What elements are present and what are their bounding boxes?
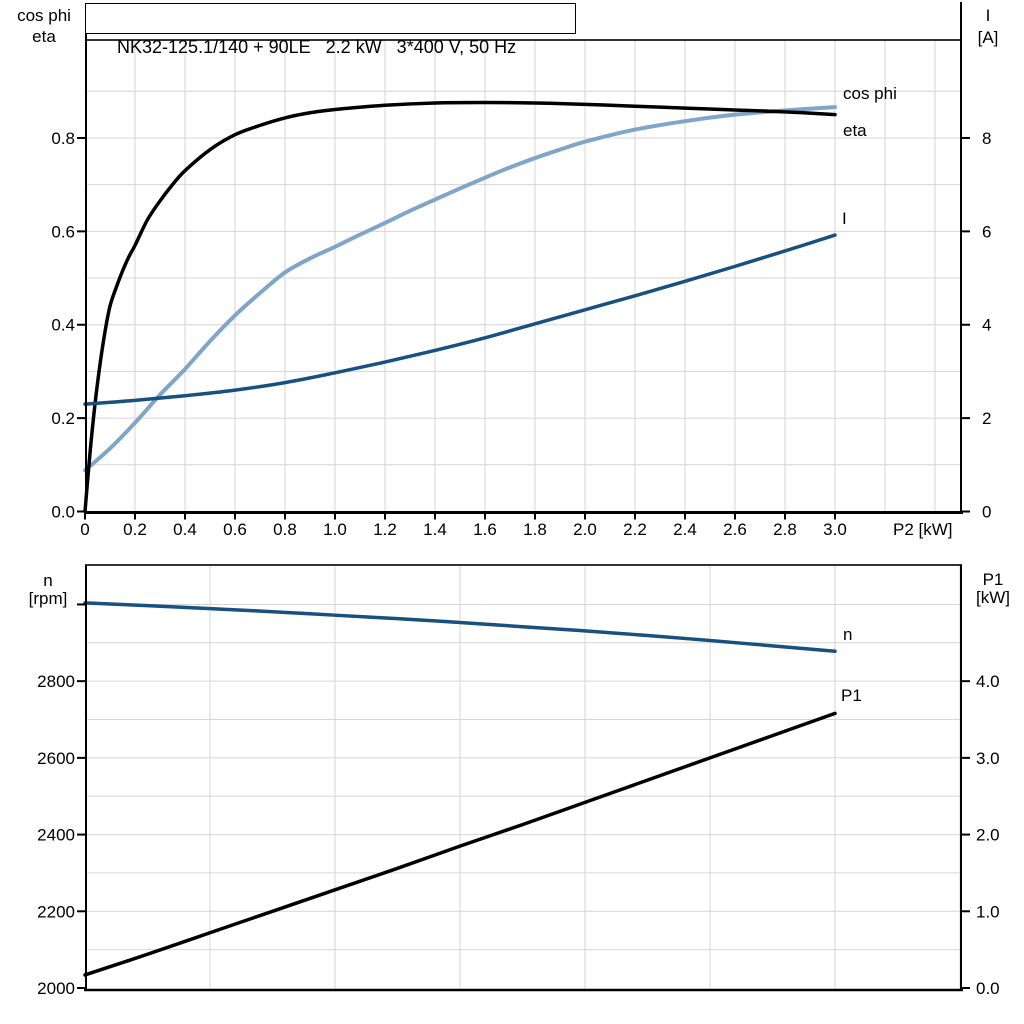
- y-right-tick-label: 1.0: [976, 902, 1000, 921]
- top-right-axis-title-line2: [A]: [978, 28, 999, 47]
- curves: [83, 100, 837, 514]
- curve-I: [83, 233, 837, 406]
- curve-eta: [83, 100, 837, 514]
- bottom-chart-plot-area: 2000 2200 2400 2600 2800 0.0 1.0 2.0 3.0 4.0: [37, 564, 1000, 998]
- y-left-tick-label: 0.8: [51, 129, 75, 148]
- y-left-tick-label: 2000: [37, 979, 75, 998]
- x-tick-label: 1.6: [473, 520, 497, 539]
- top-chart: 0 0.2 0.4 0.6 0.8 1.0 1.2 1.4 1.6 1.8 2.0 2.2 2.4 2.6…: [17, 2, 998, 539]
- y-right-tick-label: 2.0: [976, 826, 1000, 845]
- x-tick-label: 3.0: [823, 520, 847, 539]
- y-right-tick-label: 8: [982, 129, 991, 148]
- gridlines: [85, 565, 962, 990]
- x-tick-label: 2.6: [723, 520, 747, 539]
- bottom-right-axis-title-line2: [kW]: [976, 588, 1010, 607]
- curve-label-speed: n: [843, 625, 852, 644]
- bottom-right-axis-title-line1: P1: [983, 570, 1004, 589]
- frame-and-ticks: [77, 2, 970, 520]
- x-tick-label: 2.8: [773, 520, 797, 539]
- y-left-tick-label: 0.0: [51, 503, 75, 522]
- top-x-axis-title: P2 [kW]: [893, 520, 953, 539]
- bottom-left-axis-title-line2: [rpm]: [29, 589, 68, 608]
- top-chart-plot-area: 0 0.2 0.4 0.6 0.8 1.0 1.2 1.4 1.6 1.8 2.0 2.2 2.4 2.6…: [51, 2, 991, 539]
- x-tick-label: 1.4: [423, 520, 447, 539]
- chart-title-box: NK32-125.1/140 + 90LE 2.2 kW 3*400 V, 50…: [85, 3, 576, 57]
- curve-label-cos-phi: cos phi: [843, 84, 897, 103]
- y-left-tick-label: 2600: [37, 749, 75, 768]
- y-right-tick-label: 0: [982, 503, 991, 522]
- curve-n: [83, 601, 837, 653]
- x-tick-label: 2.4: [673, 520, 697, 539]
- x-tick-label: 1.8: [523, 520, 547, 539]
- y-right-tick-label: 4: [982, 316, 991, 335]
- y-right-tick-label: 3.0: [976, 749, 1000, 768]
- curve-label-eta: eta: [843, 121, 867, 140]
- chart-title: NK32-125.1/140 + 90LE 2.2 kW 3*400 V, 50…: [117, 37, 517, 57]
- y-right-tick-label: 2: [982, 409, 991, 428]
- x-tick-label: 1.2: [373, 520, 397, 539]
- x-tick-label: 0.2: [123, 520, 147, 539]
- y-right-tick-label: 0.0: [976, 979, 1000, 998]
- x-tick-label: 1.0: [323, 520, 347, 539]
- y-left-tick-label: 2400: [37, 826, 75, 845]
- curve-P1: [83, 711, 837, 977]
- x-tick-label: 0.6: [223, 520, 247, 539]
- bottom-chart: 2000 2200 2400 2600 2800 0.0 1.0 2.0 3.0 4.0 n [r…: [29, 564, 1010, 998]
- bottom-left-axis-title-line1: n: [43, 571, 52, 590]
- y-left-tick-label: 0.6: [51, 222, 75, 241]
- x-tick-label: 2.0: [573, 520, 597, 539]
- curve-cos-phi: [83, 105, 837, 473]
- top-right-axis-title-line1: I: [986, 6, 991, 25]
- y-right-tick-label: 4.0: [976, 672, 1000, 691]
- y-left-tick-label: 0.2: [51, 409, 75, 428]
- curves: [83, 601, 837, 977]
- curve-label-current: I: [842, 209, 847, 228]
- x-tick-label: 0.8: [273, 520, 297, 539]
- gridlines: [85, 40, 962, 512]
- y-left-tick-label: 2800: [37, 672, 75, 691]
- frame-and-ticks: [77, 564, 970, 992]
- top-left-axis-title-line1: cos phi: [17, 6, 71, 25]
- curve-label-p1: P1: [841, 686, 862, 705]
- y-left-tick-label: 0.4: [51, 316, 75, 335]
- y-left-tick-label: 2200: [37, 902, 75, 921]
- x-tick-label: 0.4: [173, 520, 197, 539]
- x-tick-label: 2.2: [623, 520, 647, 539]
- x-tick-label: 0: [80, 520, 89, 539]
- y-right-tick-label: 6: [982, 222, 991, 241]
- top-left-axis-title-line2: eta: [32, 27, 56, 46]
